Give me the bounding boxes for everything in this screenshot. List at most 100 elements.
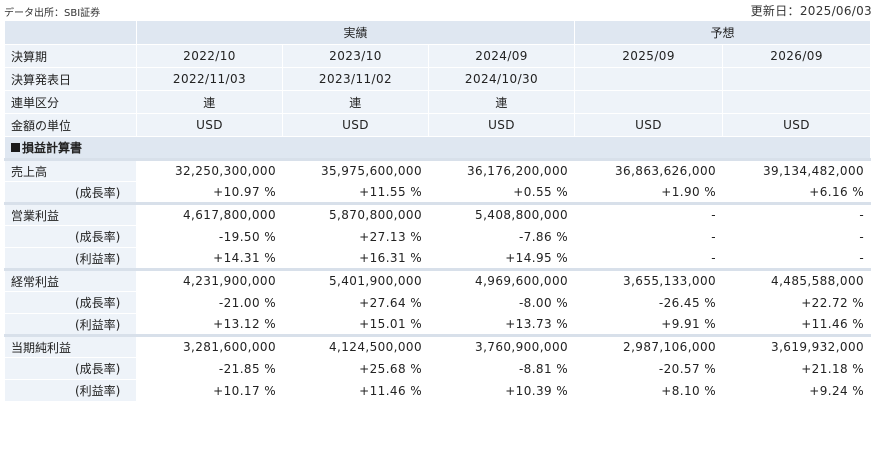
period-label: 決算期 <box>4 44 137 68</box>
consolidation-cell: 連 <box>136 90 283 114</box>
rate-cell: +11.46 % <box>722 313 872 336</box>
value-cell: 3,281,600,000 <box>136 334 283 358</box>
unit-cell: USD <box>427 113 576 137</box>
consolidation-label: 連単区分 <box>4 90 137 114</box>
margin-label: (利益率) <box>4 247 137 270</box>
net-growth-row: (成長率) -21.85 % +25.68 % -8.81 % -20.57 %… <box>4 357 872 380</box>
announce-date-cell: 2023/11/02 <box>282 67 429 91</box>
value-cell: 2,987,106,000 <box>574 334 724 358</box>
rate-cell: +10.97 % <box>136 181 283 204</box>
consolidation-cell <box>574 90 724 114</box>
value-cell: 5,408,800,000 <box>427 202 576 226</box>
announce-date-row: 決算発表日 2022/11/03 2023/11/02 2024/10/30 <box>4 67 872 91</box>
section-label: 損益計算書 <box>22 141 83 155</box>
income-statement-table: 実績 予想 決算期 2022/10 2023/10 2024/09 2025/0… <box>3 20 872 402</box>
value-cell: 4,969,600,000 <box>427 268 576 292</box>
sales-label: 売上高 <box>4 158 137 182</box>
unit-cell: USD <box>574 113 724 137</box>
sales-row: 売上高 32,250,300,000 35,975,600,000 36,176… <box>4 158 872 182</box>
unit-label: 金額の単位 <box>4 113 137 137</box>
rate-cell: +22.72 % <box>722 291 872 314</box>
value-cell: 5,401,900,000 <box>282 268 429 292</box>
rate-cell: +14.31 % <box>136 247 283 270</box>
growth-label: (成長率) <box>4 225 137 248</box>
period-row: 決算期 2022/10 2023/10 2024/09 2025/09 2026… <box>4 44 872 68</box>
rate-cell: +25.68 % <box>282 357 429 380</box>
operating-growth-row: (成長率) -19.50 % +27.13 % -7.86 % - - <box>4 225 872 248</box>
rate-cell: -20.57 % <box>574 357 724 380</box>
ordinary-margin-row: (利益率) +13.12 % +15.01 % +13.73 % +9.91 %… <box>4 313 872 336</box>
rate-cell: -21.00 % <box>136 291 283 314</box>
rate-cell: +9.24 % <box>722 379 872 402</box>
group-actual: 実績 <box>135 20 576 45</box>
operating-income-row: 営業利益 4,617,800,000 5,870,800,000 5,408,8… <box>4 202 872 226</box>
rate-cell: -19.50 % <box>136 225 283 248</box>
consolidation-cell <box>722 90 872 114</box>
value-cell: 3,760,900,000 <box>427 334 576 358</box>
rate-cell: +11.46 % <box>282 379 429 402</box>
rate-cell: -21.85 % <box>136 357 283 380</box>
margin-label: (利益率) <box>4 379 137 402</box>
section-title: 損益計算書 <box>3 136 872 160</box>
period-cell: 2026/09 <box>722 44 872 68</box>
data-source-note: データ出所：SBI証券 <box>4 8 101 19</box>
rate-cell: +9.91 % <box>574 313 724 336</box>
value-cell: 3,619,932,000 <box>722 334 872 358</box>
net-income-row: 当期純利益 3,281,600,000 4,124,500,000 3,760,… <box>4 334 872 358</box>
period-cell: 2022/10 <box>136 44 283 68</box>
group-header-row: 実績 予想 <box>4 20 872 45</box>
period-cell: 2023/10 <box>282 44 429 68</box>
rate-cell: - <box>574 247 724 270</box>
value-cell: 4,231,900,000 <box>136 268 283 292</box>
net-income-label: 当期純利益 <box>4 334 137 358</box>
announce-date-cell: 2022/11/03 <box>136 67 283 91</box>
value-cell: 36,863,626,000 <box>574 158 724 182</box>
consolidation-cell: 連 <box>427 90 576 114</box>
operating-income-label: 営業利益 <box>4 202 137 226</box>
ordinary-income-label: 経常利益 <box>4 268 137 292</box>
unit-cell: USD <box>282 113 429 137</box>
value-cell: - <box>722 202 872 226</box>
period-cell: 2025/09 <box>574 44 724 68</box>
rate-cell: +27.13 % <box>282 225 429 248</box>
operating-margin-row: (利益率) +14.31 % +16.31 % +14.95 % - - <box>4 247 872 270</box>
growth-label: (成長率) <box>4 291 137 314</box>
rate-cell: +14.95 % <box>427 247 576 270</box>
rate-cell: +13.12 % <box>136 313 283 336</box>
rate-cell: -26.45 % <box>574 291 724 314</box>
rate-cell: +27.64 % <box>282 291 429 314</box>
value-cell: 4,124,500,000 <box>282 334 429 358</box>
rate-cell: +11.55 % <box>282 181 429 204</box>
growth-label: (成長率) <box>4 357 137 380</box>
rate-cell: +21.18 % <box>722 357 872 380</box>
value-cell: 4,485,588,000 <box>722 268 872 292</box>
value-cell: - <box>574 202 724 226</box>
rate-cell: -7.86 % <box>427 225 576 248</box>
unit-row: 金額の単位 USD USD USD USD USD <box>4 113 872 137</box>
value-cell: 5,870,800,000 <box>282 202 429 226</box>
net-margin-row: (利益率) +10.17 % +11.46 % +10.39 % +8.10 %… <box>4 379 872 402</box>
announce-date-cell <box>722 67 872 91</box>
top-bar: データ出所：SBI証券 更新日：2025/06/03 <box>0 0 878 20</box>
announce-label: 決算発表日 <box>4 67 137 91</box>
ordinary-growth-row: (成長率) -21.00 % +27.64 % -8.00 % -26.45 %… <box>4 291 872 314</box>
announce-date-cell <box>574 67 724 91</box>
value-cell: 39,134,482,000 <box>722 158 872 182</box>
rate-cell: - <box>574 225 724 248</box>
rate-cell: - <box>722 225 872 248</box>
ordinary-income-row: 経常利益 4,231,900,000 5,401,900,000 4,969,6… <box>4 268 872 292</box>
rate-cell: +10.17 % <box>136 379 283 402</box>
value-cell: 35,975,600,000 <box>282 158 429 182</box>
rate-cell: +0.55 % <box>427 181 576 204</box>
value-cell: 4,617,800,000 <box>136 202 283 226</box>
rate-cell: +6.16 % <box>722 181 872 204</box>
section-row: 損益計算書 <box>3 136 872 160</box>
rate-cell: +8.10 % <box>574 379 724 402</box>
unit-cell: USD <box>136 113 283 137</box>
rate-cell: -8.00 % <box>427 291 576 314</box>
sales-growth-row: (成長率) +10.97 % +11.55 % +0.55 % +1.90 % … <box>4 181 872 204</box>
rate-cell: +1.90 % <box>574 181 724 204</box>
rate-cell: +10.39 % <box>427 379 576 402</box>
period-cell: 2024/09 <box>427 44 576 68</box>
rate-cell: - <box>722 247 872 270</box>
